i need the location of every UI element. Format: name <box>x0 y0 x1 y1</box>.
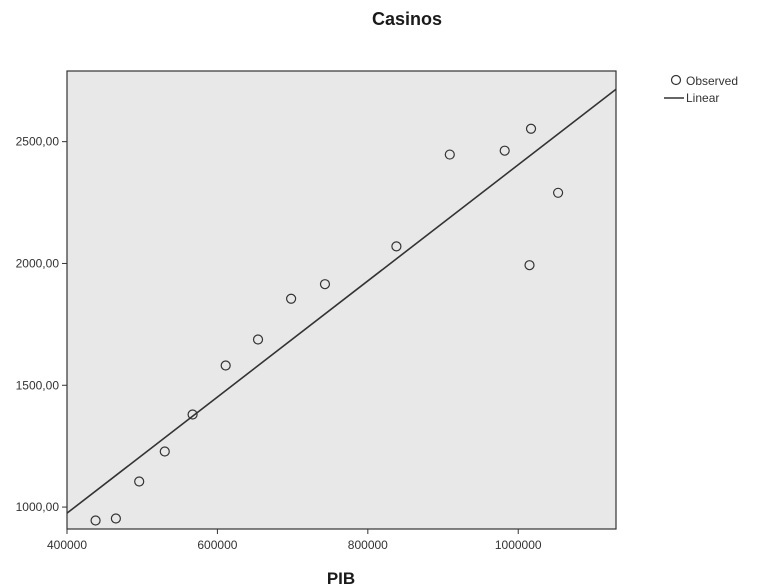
chart-title: Casinos <box>372 9 442 29</box>
observed-points-layer <box>90 123 564 526</box>
observed-point <box>524 260 535 271</box>
x-tick-label: 1000000 <box>495 538 542 552</box>
y-tick-label: 1000,00 <box>16 500 60 514</box>
observed-point <box>286 293 297 304</box>
plot-background <box>67 71 616 529</box>
x-axis-title: PIB <box>327 569 355 587</box>
observed-point <box>220 360 231 371</box>
observed-point <box>159 446 170 457</box>
observed-point <box>444 149 455 160</box>
observed-point <box>187 409 198 420</box>
x-tick-label: 800000 <box>348 538 388 552</box>
fit-line-layer <box>66 88 617 514</box>
legend-linear-label: Linear <box>686 91 719 105</box>
observed-point <box>90 515 101 526</box>
x-axis: 400000 600000 800000 1000000 <box>47 529 542 552</box>
plot-area <box>66 70 617 530</box>
observed-point <box>110 513 121 524</box>
observed-point <box>552 187 564 198</box>
observed-point <box>252 334 264 345</box>
y-tick-label: 2500,00 <box>16 135 60 149</box>
y-tick-label: 1500,00 <box>16 378 60 392</box>
observed-point <box>391 241 402 252</box>
y-tick-label: 2000,00 <box>16 256 60 270</box>
plot-frame <box>66 70 617 530</box>
observed-point <box>319 279 331 290</box>
observed-point <box>499 145 510 156</box>
legend-observed-label: Observed <box>686 74 738 88</box>
x-tick-label: 600000 <box>197 538 237 552</box>
legend: Observed Linear <box>664 74 738 105</box>
linear-fit-line <box>66 88 617 514</box>
y-axis: 1000,00 1500,00 2000,00 2500,00 <box>16 135 67 514</box>
x-tick-label: 400000 <box>47 538 87 552</box>
legend-observed-marker <box>670 74 682 86</box>
observed-point <box>134 476 145 487</box>
observed-point <box>525 123 537 134</box>
